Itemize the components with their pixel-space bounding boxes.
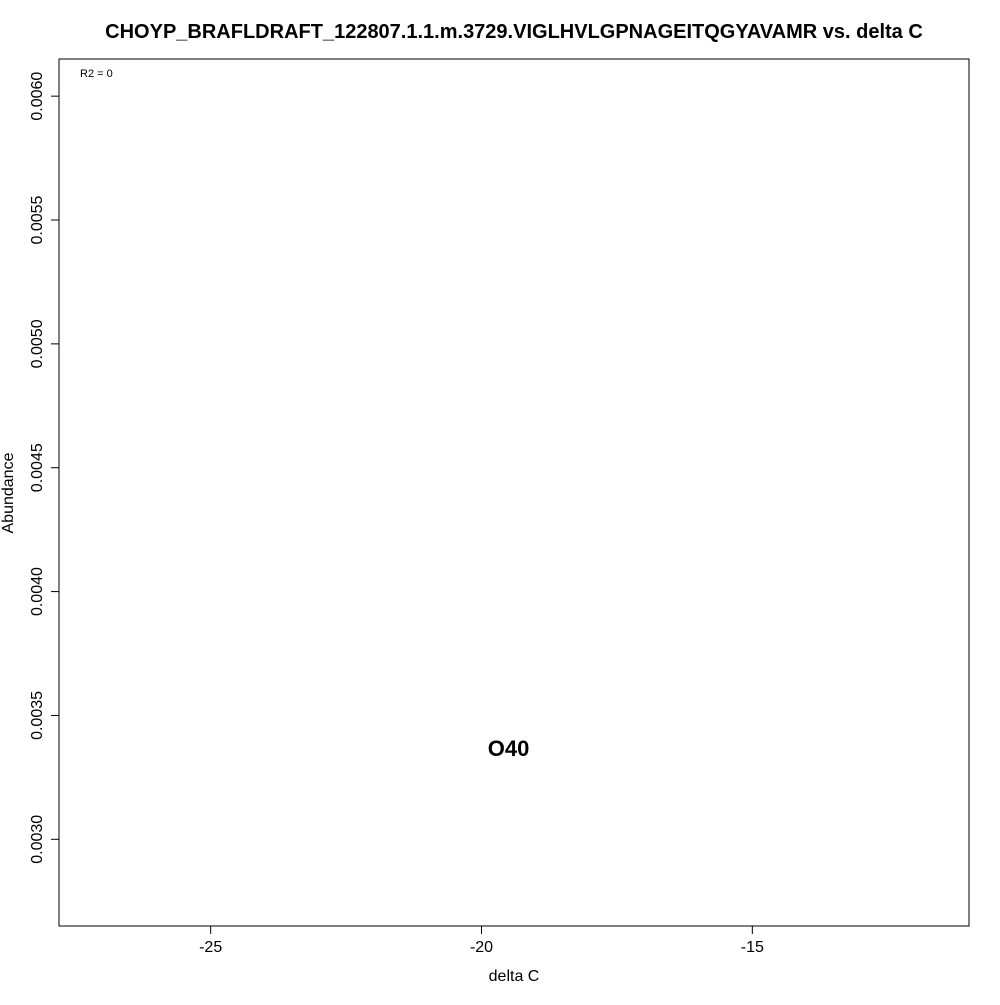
data-points: O40 — [488, 736, 530, 761]
y-axis: 0.0030 0.0035 0.0040 0.0045 0.0050 0.0055 0.00… — [29, 72, 59, 864]
x-tick-label: -15 — [741, 939, 764, 956]
y-axis-label: Abundance — [0, 452, 17, 533]
x-tick-label: -20 — [470, 939, 493, 956]
y-tick-label: 0.0040 — [29, 567, 46, 616]
y-tick-label: 0.0035 — [29, 691, 46, 740]
chart-title: CHOYP_BRAFLDRAFT_122807.1.1.m.3729.VIGLH… — [105, 21, 923, 43]
x-tick-label: -25 — [199, 939, 222, 956]
data-point-label: O40 — [488, 736, 530, 761]
r2-annotation: R2 = 0 — [80, 68, 113, 80]
y-tick-label: 0.0050 — [29, 319, 46, 368]
plot-area-border — [58, 58, 970, 927]
x-axis-label: delta C — [489, 968, 540, 985]
y-tick-label: 0.0045 — [29, 443, 46, 492]
y-tick-label: 0.0060 — [29, 72, 46, 121]
x-axis: -25 -20 -15 — [199, 926, 764, 956]
y-tick-label: 0.0030 — [29, 815, 46, 864]
y-tick-label: 0.0055 — [29, 195, 46, 244]
